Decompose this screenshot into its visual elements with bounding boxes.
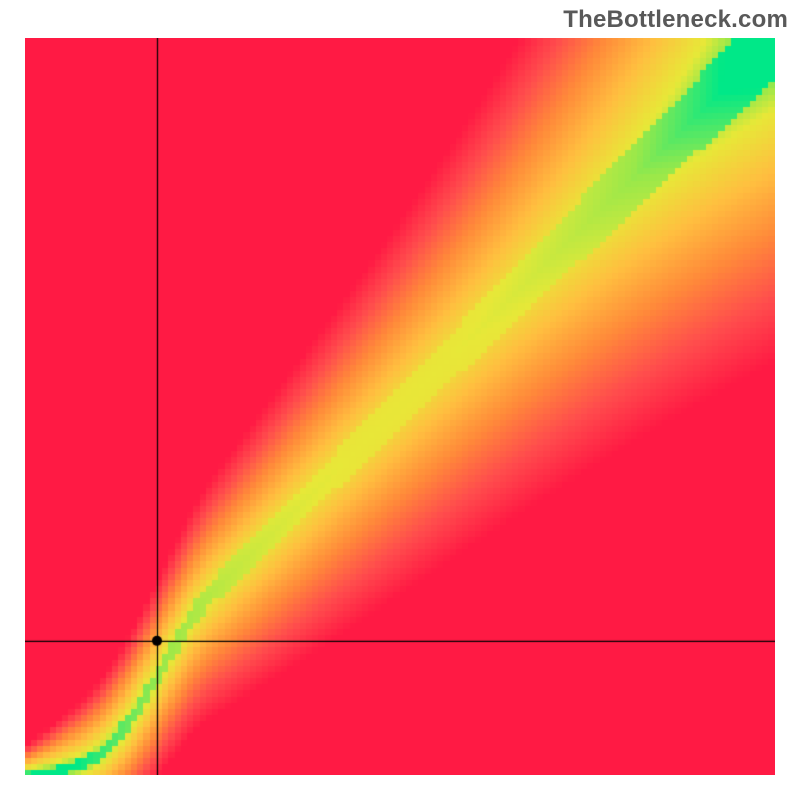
watermark-text: TheBottleneck.com (563, 6, 788, 34)
bottleneck-heatmap (25, 38, 775, 775)
heatmap-canvas (25, 38, 775, 775)
